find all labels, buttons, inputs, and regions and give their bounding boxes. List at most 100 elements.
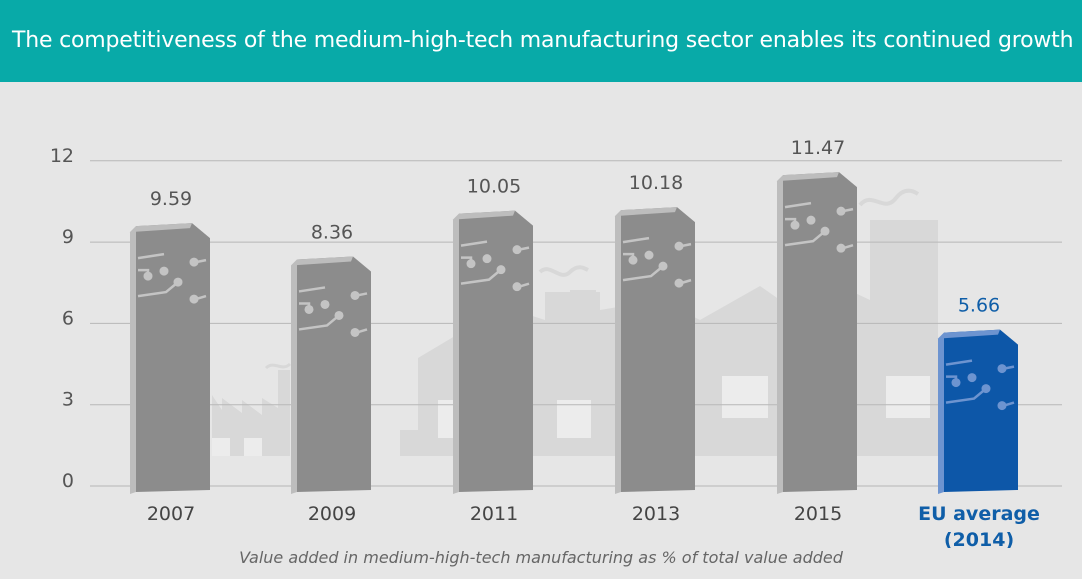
- x-axis-labels: 2007 2009 2011 2013 2015 EU average (2014): [147, 503, 1040, 548]
- circuit-node: [836, 243, 846, 253]
- value-label-5: 5.66: [958, 295, 1000, 317]
- circuit-node: [628, 255, 638, 265]
- circuit-pattern: [460, 240, 530, 292]
- circuit-trace: [298, 286, 326, 293]
- circuit-node: [836, 206, 846, 216]
- bar-2007: [130, 223, 210, 494]
- value-label-1: 8.36: [311, 221, 353, 243]
- bar-front-face: [136, 223, 210, 492]
- circuit-pattern: [945, 359, 1015, 411]
- value-label-4: 11.47: [791, 137, 845, 159]
- bar-eu-average: [938, 329, 1018, 494]
- circuit-trace: [460, 240, 488, 247]
- circuit-trace: [784, 201, 812, 209]
- circuit-node: [143, 271, 153, 281]
- bar-top-edge: [130, 223, 192, 233]
- y-tick-label-9: 9: [62, 226, 74, 248]
- circuit-node: [997, 401, 1007, 411]
- circuit-node: [304, 304, 314, 314]
- circuit-node: [981, 384, 991, 394]
- circuit-node: [320, 299, 330, 309]
- bar-top-edge: [291, 256, 353, 266]
- x-tick-label-3-0: 2013: [632, 503, 680, 525]
- chart-title: The competitiveness of the medium-high-t…: [12, 28, 1074, 53]
- circuit-node: [820, 226, 830, 236]
- bar-2011: [453, 210, 533, 494]
- circuit-node: [674, 241, 684, 251]
- factory-window-0: [212, 438, 230, 456]
- factory-window-5: [886, 376, 930, 418]
- circuit-node: [658, 261, 668, 271]
- circuit-pattern: [298, 286, 368, 337]
- circuit-node: [334, 310, 344, 320]
- bar-front-face: [944, 329, 1018, 492]
- bar-front-face: [783, 172, 857, 492]
- y-tick-label-3: 3: [62, 389, 74, 411]
- bar-side-face: [938, 332, 944, 494]
- circuit-pattern: [137, 252, 207, 304]
- circuit-node: [997, 364, 1007, 374]
- bar-side-face: [453, 213, 459, 494]
- factory-window-3: [557, 400, 591, 438]
- circuit-node: [482, 254, 492, 264]
- bar-2013: [615, 207, 695, 494]
- x-tick-label-5-0: EU average: [918, 503, 1040, 525]
- circuit-trace: [622, 236, 650, 244]
- circuit-node: [350, 327, 360, 337]
- circuit-node: [674, 278, 684, 288]
- circuit-node: [967, 373, 977, 383]
- smoke-plume-2: [858, 188, 920, 207]
- bar-top-edge: [938, 329, 1000, 339]
- y-tick-label-12: 12: [50, 145, 74, 167]
- x-tick-label-0-0: 2007: [147, 503, 195, 525]
- circuit-node: [189, 257, 199, 267]
- smoke-plume-1: [538, 265, 589, 277]
- circuit-trace: [784, 230, 826, 247]
- factory-window-1: [244, 438, 262, 456]
- circuit-node: [951, 378, 961, 388]
- circuit-node: [173, 277, 183, 287]
- bar-2015: [777, 172, 857, 494]
- header-banner: The competitiveness of the medium-high-t…: [0, 0, 1082, 82]
- circuit-pattern: [622, 236, 692, 288]
- x-tick-label-2-0: 2011: [470, 503, 518, 525]
- value-label-3: 10.18: [629, 172, 683, 194]
- bar-side-face: [291, 259, 297, 494]
- gridlines: [90, 160, 1062, 487]
- circuit-trace: [137, 252, 165, 260]
- circuit-trace: [945, 387, 987, 404]
- circuit-pattern: [784, 201, 854, 253]
- bar-front-face: [297, 256, 371, 492]
- bar-2009: [291, 256, 371, 494]
- circuit-node: [189, 294, 199, 304]
- y-tick-label-6: 6: [62, 307, 74, 329]
- factory-window-4: [722, 376, 768, 418]
- y-axis: 0 3 6 9 12: [50, 145, 74, 492]
- smoke-plume-3: [264, 362, 292, 370]
- y-tick-label-0: 0: [62, 470, 74, 492]
- x-tick-label-5-1: (2014): [944, 529, 1014, 548]
- circuit-trace: [137, 281, 179, 298]
- circuit-node: [512, 282, 522, 292]
- circuit-trace: [298, 314, 340, 331]
- bar-front-face: [621, 207, 695, 492]
- circuit-trace: [945, 359, 973, 366]
- bar-side-face: [777, 175, 783, 494]
- circuit-node: [806, 215, 816, 225]
- circuit-trace: [460, 268, 502, 285]
- circuit-node: [159, 266, 169, 276]
- factory-building-0: [212, 370, 290, 456]
- bar-front-face: [459, 210, 533, 492]
- bar-side-face: [615, 210, 621, 494]
- bar-top-edge: [615, 207, 677, 217]
- circuit-node: [644, 250, 654, 260]
- bar-top-edge: [453, 210, 515, 220]
- circuit-node: [350, 290, 360, 300]
- x-tick-label-4-0: 2015: [794, 503, 842, 525]
- circuit-trace: [622, 265, 664, 282]
- bars: [130, 172, 1018, 494]
- circuit-node: [512, 245, 522, 255]
- x-tick-label-1-0: 2009: [308, 503, 356, 525]
- value-labels: 9.59 8.36 10.05 10.18 11.47 5.66: [150, 137, 1000, 316]
